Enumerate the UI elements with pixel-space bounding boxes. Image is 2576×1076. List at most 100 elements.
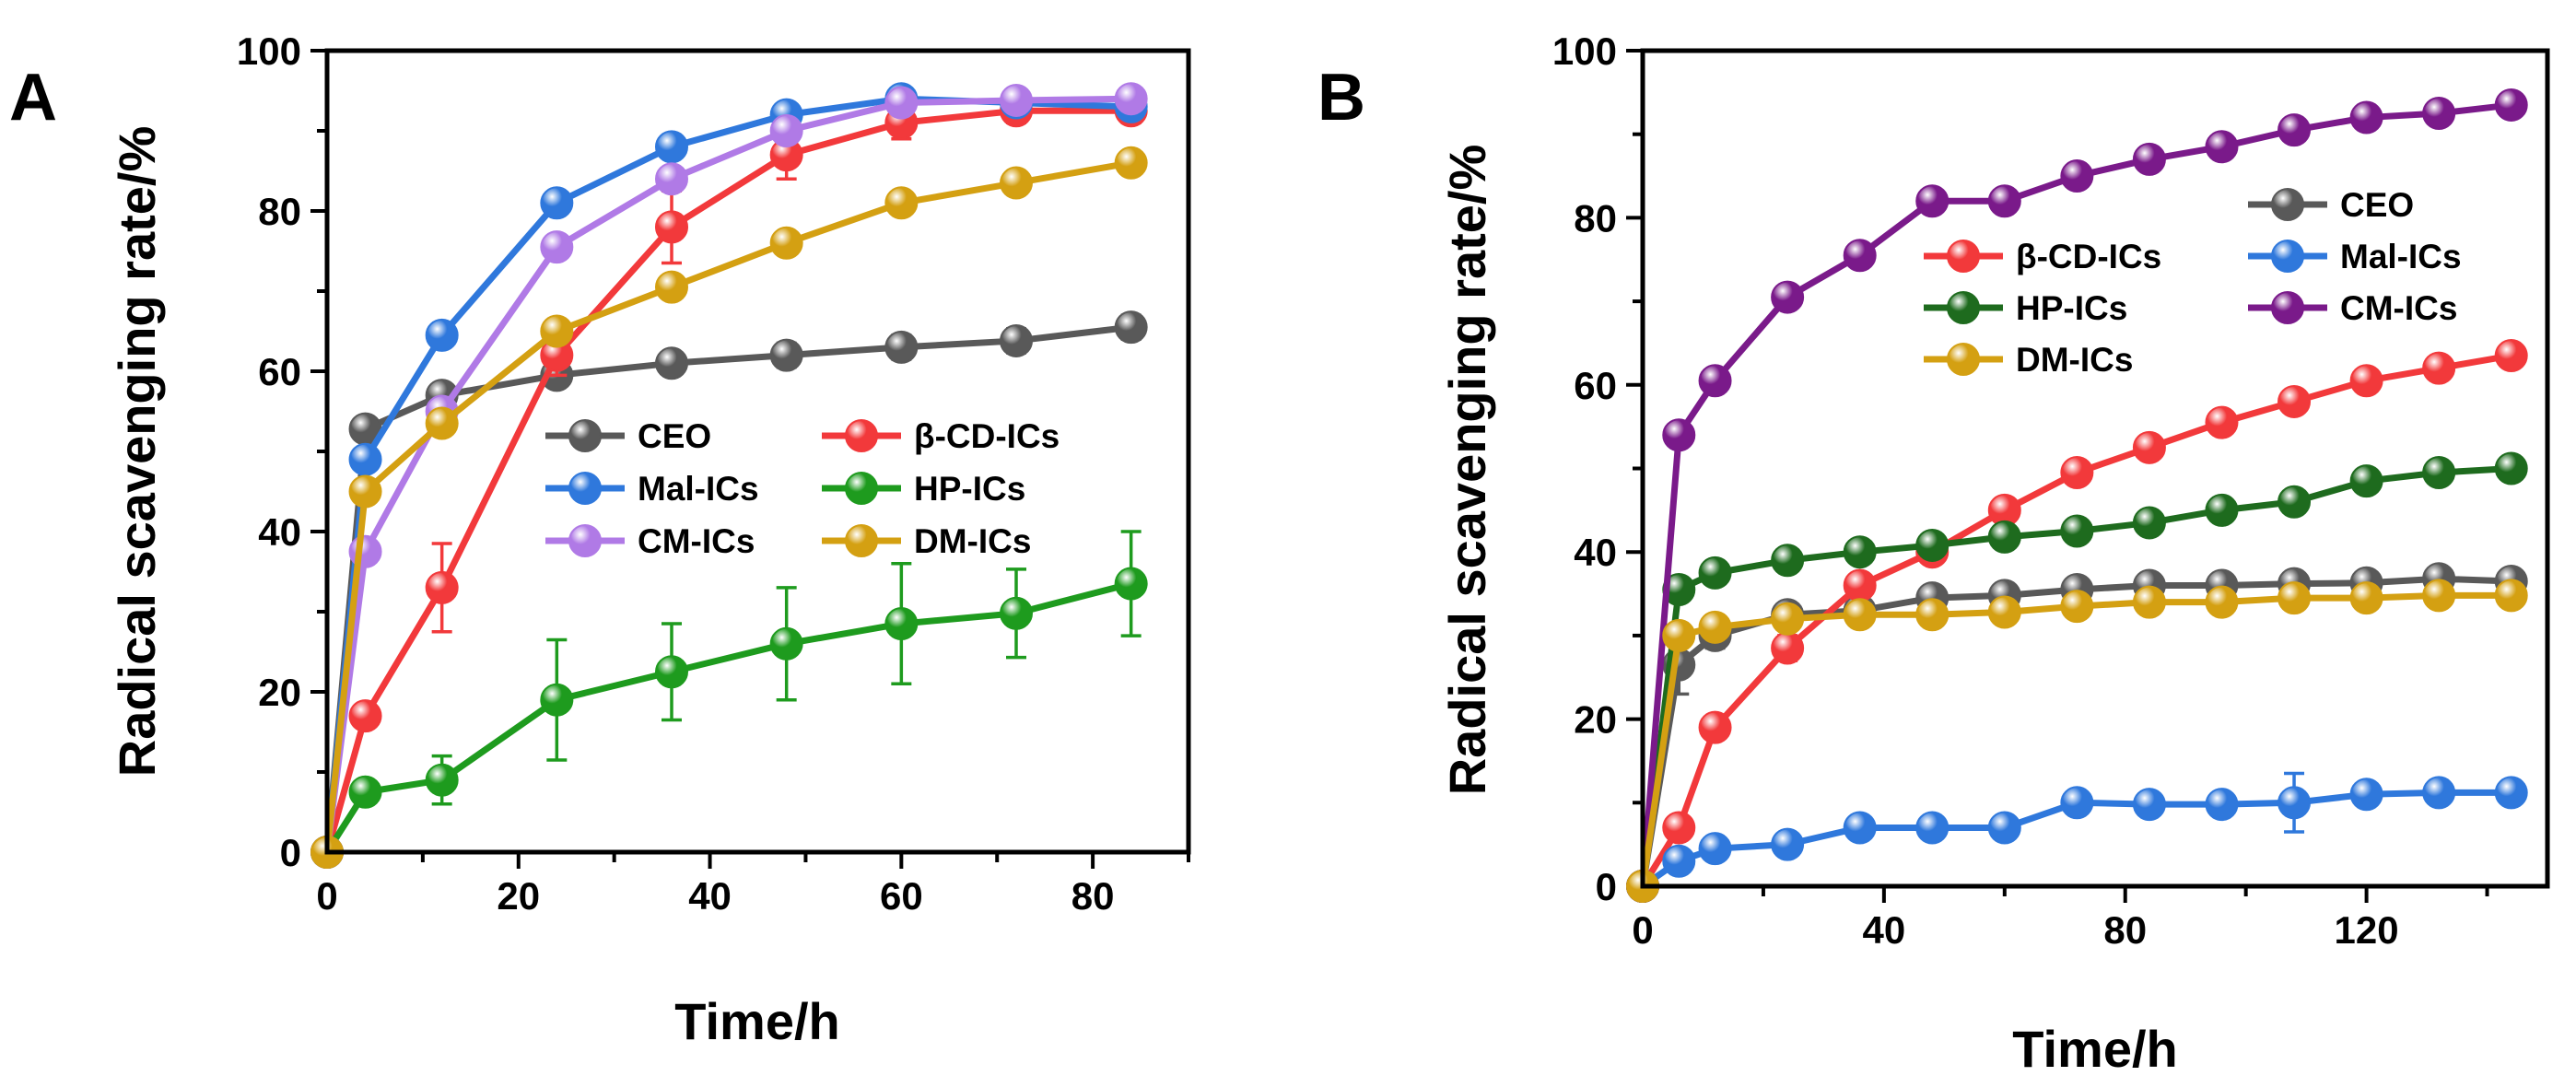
data-point bbox=[1987, 520, 2021, 554]
data-point bbox=[2060, 514, 2094, 548]
legend-swatch-marker bbox=[845, 524, 878, 557]
data-point bbox=[2422, 351, 2456, 385]
data-point bbox=[2494, 776, 2528, 810]
data-point bbox=[2277, 485, 2312, 519]
data-point bbox=[1843, 239, 1877, 273]
data-point bbox=[2349, 581, 2383, 615]
x-tick-label: 60 bbox=[880, 874, 923, 918]
data-point bbox=[1698, 832, 1732, 866]
x-tick-label: 80 bbox=[2103, 908, 2147, 952]
data-point bbox=[1114, 82, 1148, 116]
data-point bbox=[2132, 506, 2166, 540]
legend-item: CEO bbox=[2248, 186, 2414, 224]
y-tick-label: 60 bbox=[1574, 364, 1617, 407]
data-point bbox=[1698, 556, 1732, 590]
y-axis-title: Radical scavenging rate/% bbox=[1438, 145, 1496, 796]
y-tick-label: 100 bbox=[1552, 29, 1617, 73]
legend-item: CM-ICs bbox=[2248, 289, 2457, 327]
data-point bbox=[1915, 598, 1950, 632]
data-point bbox=[1987, 595, 2021, 629]
legend-swatch-marker bbox=[2271, 291, 2304, 324]
legend-label: CM-ICs bbox=[2340, 289, 2457, 327]
plot-frame bbox=[324, 48, 1191, 855]
data-point bbox=[1843, 568, 1877, 602]
legend-label: CEO bbox=[2340, 186, 2414, 224]
x-tick-label: 0 bbox=[1632, 908, 1653, 952]
data-point bbox=[1000, 83, 1033, 117]
data-point bbox=[2494, 451, 2528, 485]
legend-label: CEO bbox=[638, 417, 711, 455]
series bbox=[310, 82, 1148, 869]
data-point bbox=[1114, 146, 1148, 180]
axes: 0 20 40 60 80 0 20 40 60 80 100 bbox=[237, 29, 1190, 918]
data-point bbox=[2205, 405, 2239, 439]
data-point bbox=[348, 474, 382, 509]
data-point bbox=[769, 226, 803, 260]
data-point bbox=[2060, 786, 2094, 820]
legend-item: Mal-ICs bbox=[545, 470, 759, 508]
plot-frame bbox=[1640, 48, 2550, 889]
legend-swatch-marker bbox=[1947, 343, 1980, 376]
x-tick-label: 120 bbox=[2335, 908, 2399, 952]
legend-label: β-CD-ICs bbox=[2016, 238, 2161, 275]
legend-label: Mal-ICs bbox=[638, 470, 759, 508]
data-point bbox=[348, 534, 382, 568]
data-point bbox=[2349, 778, 2383, 812]
data-point bbox=[2060, 456, 2094, 490]
data-point bbox=[884, 607, 919, 641]
data-point bbox=[348, 775, 382, 809]
data-point bbox=[769, 114, 803, 147]
y-tick-label: 100 bbox=[237, 29, 301, 73]
data-point bbox=[540, 230, 574, 264]
data-point bbox=[1915, 811, 1950, 845]
data-point bbox=[655, 210, 688, 244]
y-tick-label: 80 bbox=[258, 190, 301, 233]
data-point bbox=[1771, 827, 1805, 861]
data-point bbox=[1771, 631, 1805, 665]
data-point bbox=[1915, 184, 1950, 218]
legend-item: DM-ICs bbox=[822, 522, 1031, 560]
data-point bbox=[348, 699, 382, 733]
data-point bbox=[2060, 590, 2094, 624]
data-point bbox=[2494, 339, 2528, 373]
x-tick-label: 80 bbox=[1071, 874, 1115, 918]
legend-swatch-marker bbox=[845, 419, 878, 452]
legend-item: Mal-ICs bbox=[2248, 238, 2462, 275]
data-point bbox=[769, 626, 803, 661]
data-point bbox=[2494, 88, 2528, 122]
data-point bbox=[1000, 166, 1033, 200]
data-point bbox=[348, 442, 382, 476]
data-point bbox=[884, 86, 919, 120]
data-point bbox=[1843, 811, 1877, 845]
panel-letter: B bbox=[1317, 61, 1365, 134]
data-point bbox=[2060, 159, 2094, 193]
legend-item: HP-ICs bbox=[822, 470, 1025, 508]
data-point bbox=[1662, 844, 1696, 878]
x-axis-title: Time/h bbox=[2012, 1020, 2177, 1076]
data-point bbox=[2422, 456, 2456, 490]
y-tick-label: 20 bbox=[1574, 698, 1617, 742]
data-point bbox=[2277, 786, 2312, 820]
series bbox=[310, 530, 1148, 869]
data-point bbox=[1114, 567, 1148, 601]
data-point bbox=[1662, 811, 1696, 845]
y-tick-label: 40 bbox=[258, 510, 301, 554]
legend-swatch-marker bbox=[2271, 188, 2304, 221]
legend: CEO β-CD-ICs Mal-ICs HP-ICs CM-ICs DM-ICs bbox=[545, 417, 1060, 560]
data-point bbox=[540, 186, 574, 220]
legend-item: DM-ICs bbox=[1924, 341, 2133, 379]
legend: CEO β-CD-ICs Mal-ICs HP-ICs CM-ICs DM-ICs bbox=[1924, 186, 2462, 379]
data-point bbox=[2132, 142, 2166, 176]
data-point bbox=[2277, 581, 2312, 615]
series bbox=[1626, 579, 2528, 903]
legend-item: CM-ICs bbox=[545, 522, 755, 560]
data-point bbox=[2277, 113, 2312, 147]
data-point bbox=[655, 130, 688, 164]
x-tick-label: 0 bbox=[316, 874, 337, 918]
legend-swatch-marker bbox=[2271, 240, 2304, 273]
data-point bbox=[1987, 811, 2021, 845]
x-tick-label: 20 bbox=[497, 874, 540, 918]
series bbox=[310, 146, 1148, 869]
data-point bbox=[2205, 788, 2239, 822]
legend-item: β-CD-ICs bbox=[1924, 238, 2161, 275]
